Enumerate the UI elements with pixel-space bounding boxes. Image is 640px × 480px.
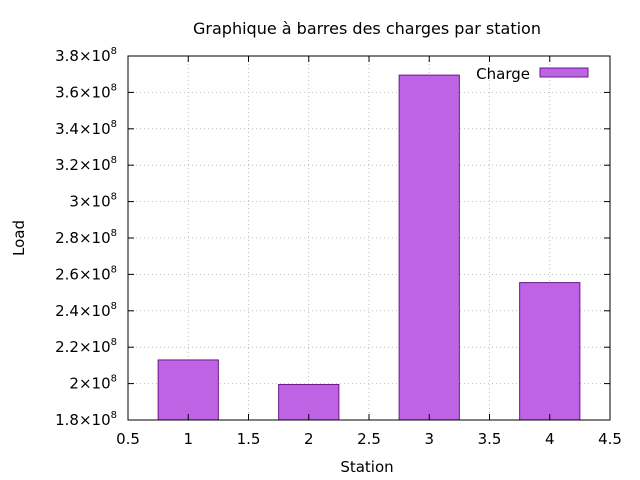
bar [519,282,581,421]
x-tick-label: 4 [545,430,555,448]
x-tick-label: 3 [424,430,434,448]
y-tick-label: 3×108 [69,192,117,211]
x-tick-label: 2.5 [357,430,381,448]
y-tick-label: 3.8×108 [55,46,117,65]
x-tick-label: 0.5 [116,430,140,448]
y-tick-label: 2.4×108 [55,301,117,320]
legend-swatch [539,67,589,78]
ticks: 1.8×108 2×108 2.2×108 2.4×108 2.6×108 2.8×108… [55,46,622,448]
bars [157,74,581,421]
x-tick-label: 4.5 [598,430,622,448]
x-tick-label: 3.5 [478,430,502,448]
y-tick-label: 3.2×108 [55,155,117,174]
y-tick-label: 2.8×108 [55,228,117,247]
y-tick-label: 3.4×108 [55,119,117,138]
x-tick-label: 1 [183,430,193,448]
bar [157,359,219,421]
x-axis-label: Station [340,458,393,476]
x-tick-label: 2 [304,430,314,448]
bar [398,74,460,421]
y-tick-label: 3.6×108 [55,82,117,101]
y-tick-label: 2.2×108 [55,337,117,356]
y-tick-label: 2×108 [69,374,117,393]
legend: Charge [476,65,589,83]
chart-title: Graphique à barres des charges par stati… [193,19,541,38]
y-tick-label: 1.8×108 [55,410,117,429]
y-axis-label: Load [10,220,28,256]
y-tick-label: 2.6×108 [55,264,117,283]
x-tick-label: 1.5 [237,430,261,448]
legend-label: Charge [476,65,530,83]
